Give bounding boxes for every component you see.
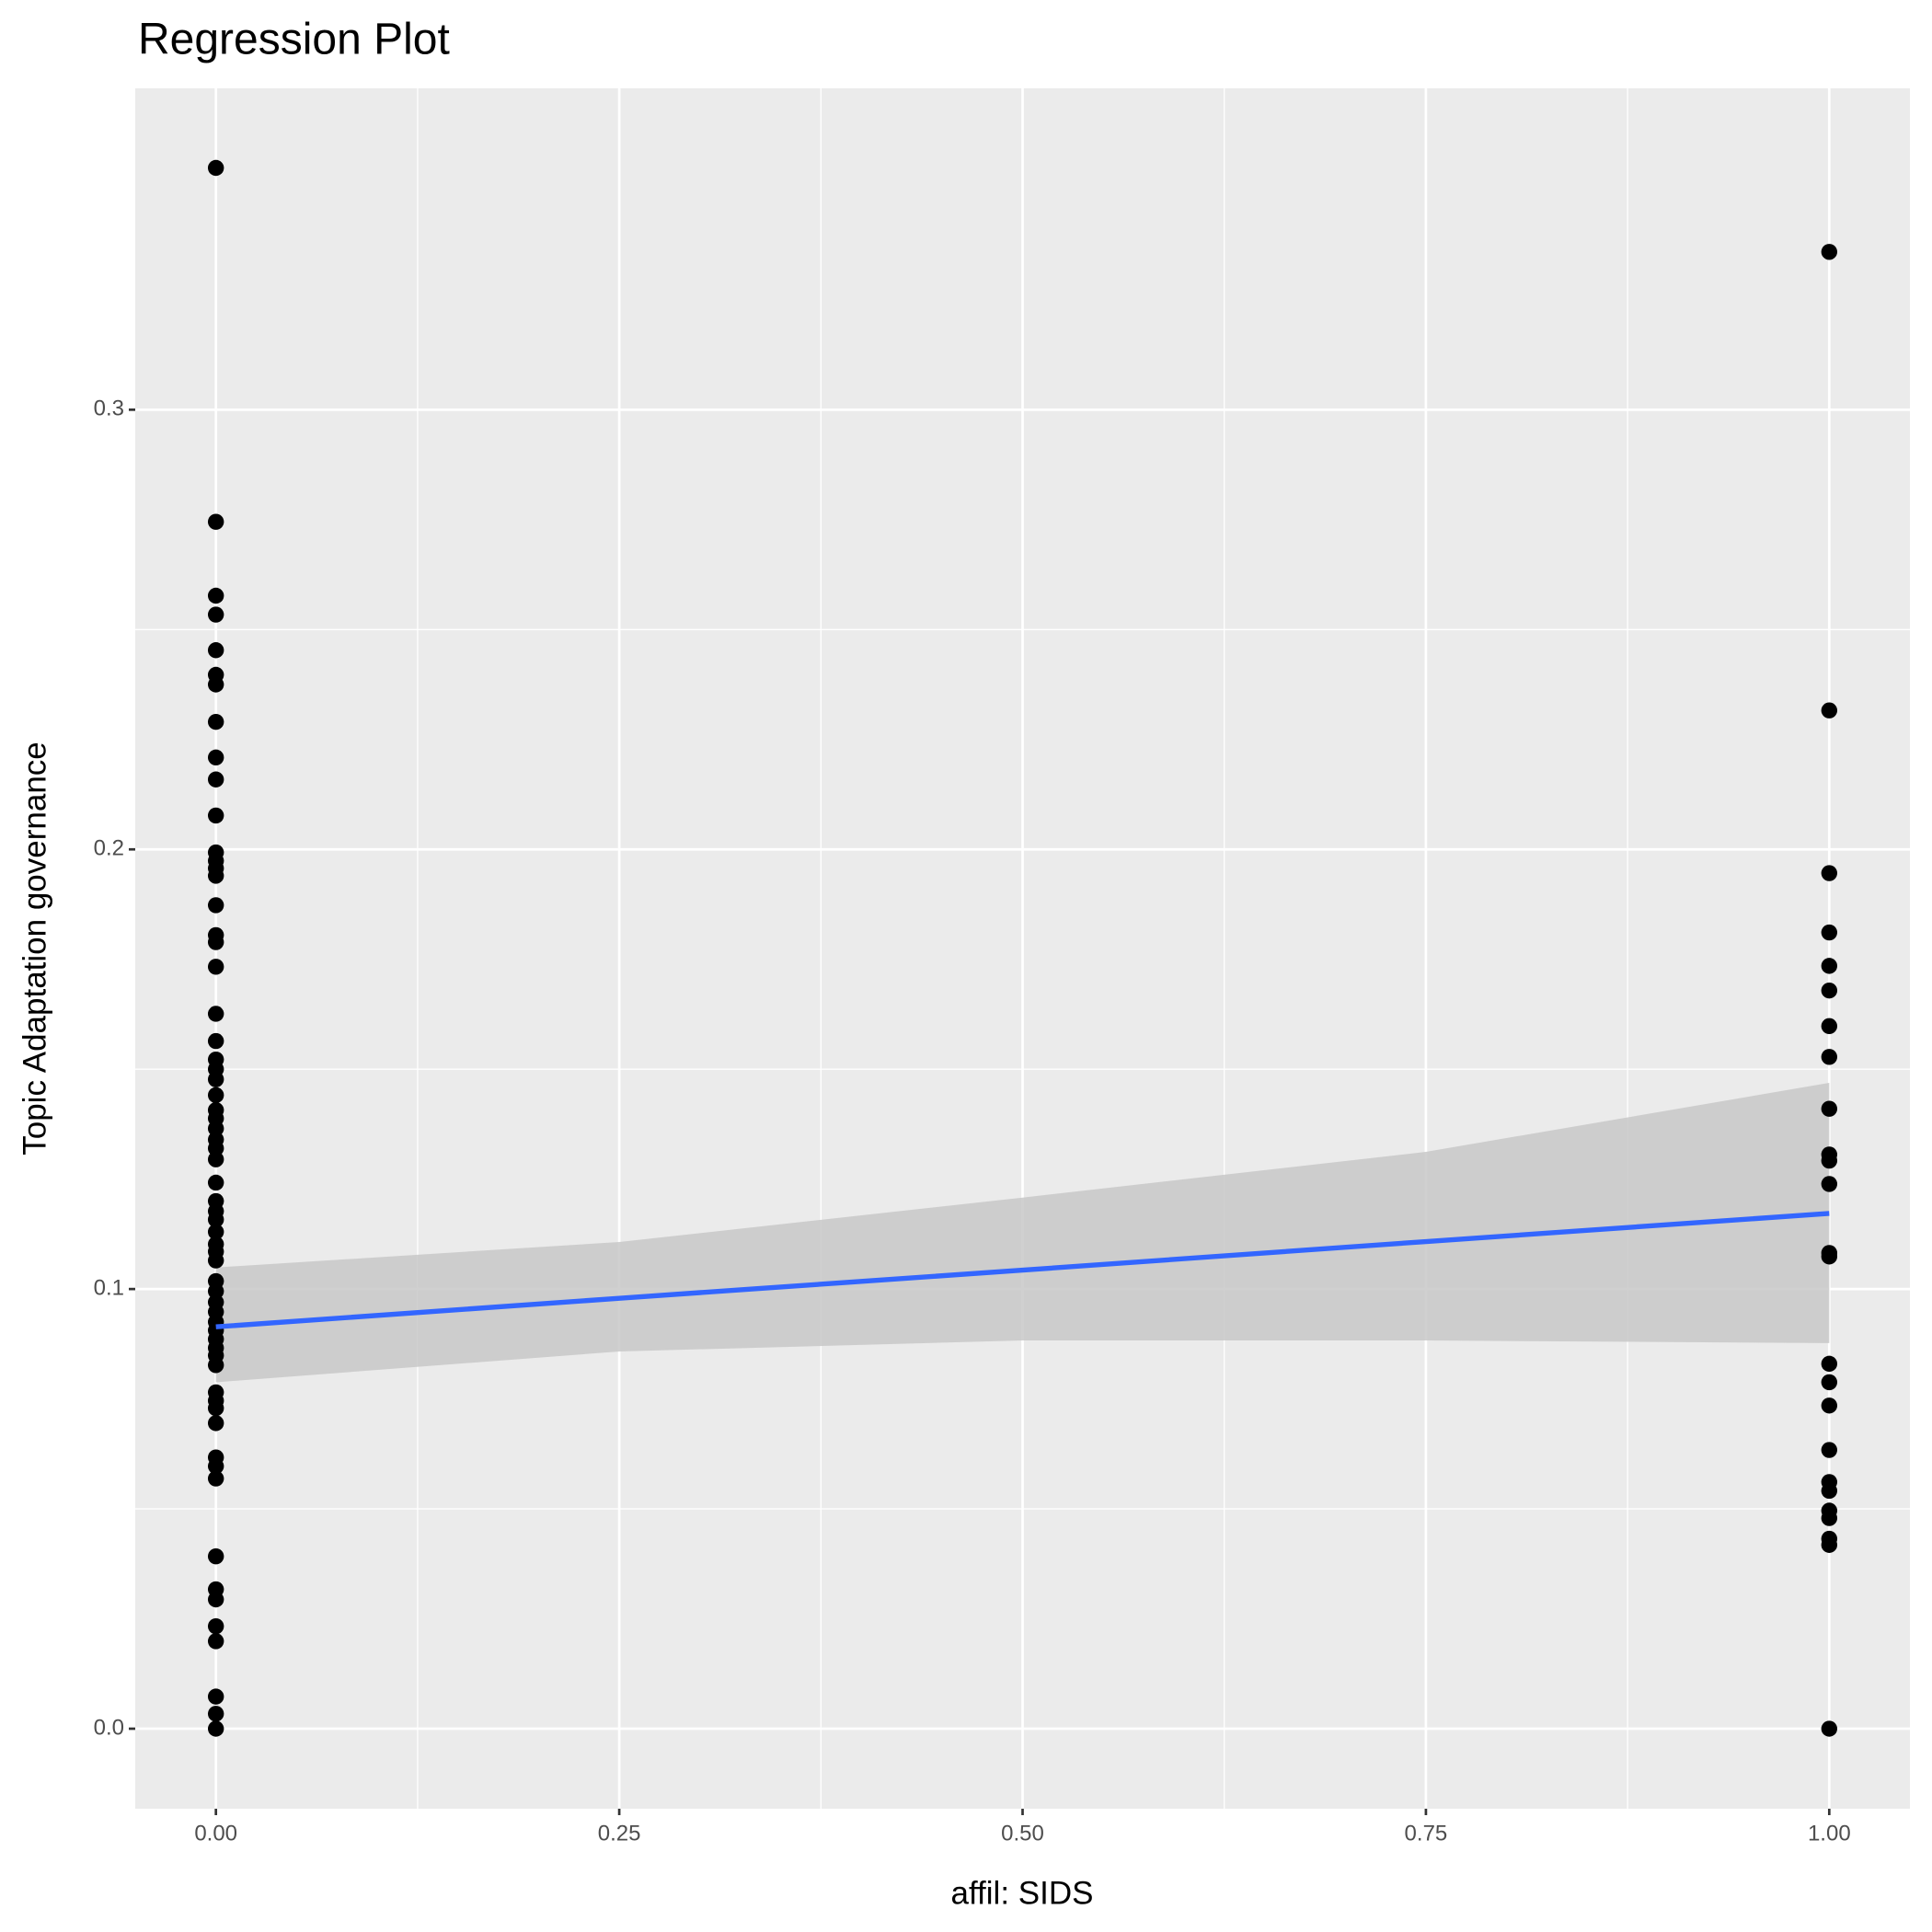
data-point [207,1706,224,1722]
data-point [207,1087,224,1104]
data-point [207,1211,224,1228]
data-point [207,1174,224,1191]
x-axis-title: affil: SIDS [951,1875,1094,1911]
data-point [207,1006,224,1022]
data-point [207,713,224,730]
data-point [207,676,224,693]
data-point [1821,1510,1838,1526]
data-point [207,749,224,766]
data-point [207,1617,224,1635]
data-point [207,771,224,788]
data-point [1821,1374,1838,1391]
x-tick-label: 0.00 [194,1821,237,1846]
data-point [207,513,224,530]
data-point [207,934,224,950]
data-point [1821,244,1838,260]
y-tick-label: 0.2 [94,836,124,861]
y-axis-title: Topic Adaptation governance [17,742,52,1156]
data-point [1821,1482,1838,1500]
data-point [1821,702,1838,719]
data-point [207,642,224,659]
data-point [1821,1397,1838,1414]
data-point [207,159,224,177]
x-tick-label: 0.50 [1001,1821,1044,1846]
data-point [207,868,224,884]
data-point [207,1032,224,1050]
data-point [1821,1176,1838,1192]
data-point [207,1399,224,1417]
data-point [207,1591,224,1608]
data-point [207,1120,224,1137]
data-point [1821,1100,1838,1117]
data-point [207,606,224,623]
data-point [207,959,224,975]
data-point [207,1458,224,1475]
data-point [1821,865,1838,881]
data-point [207,1547,224,1565]
x-tick-label: 1.00 [1808,1821,1851,1846]
data-point [1821,1018,1838,1035]
data-point [1821,1152,1838,1169]
data-point [207,1224,224,1240]
data-point [1821,1355,1838,1373]
data-point [207,1470,224,1487]
data-point [1821,1536,1838,1553]
confidence-band [215,1082,1830,1383]
y-tick-label: 0.1 [94,1275,124,1300]
data-point [207,1071,224,1087]
data-point [207,1633,224,1650]
data-point [207,587,224,604]
data-point [207,1688,224,1705]
data-point [1821,1049,1838,1065]
data-point [207,807,224,824]
y-tick-label: 0.0 [94,1715,124,1740]
data-point [1821,958,1838,974]
data-point [1821,1720,1838,1737]
chart-title: Regression Plot [138,16,450,64]
data-point [1821,1248,1838,1265]
data-point [207,1151,224,1167]
data-point [207,1357,224,1374]
x-tick-label: 0.75 [1405,1821,1448,1846]
regression-line [215,1211,1830,1329]
data-point [207,1282,224,1300]
y-tick-label: 0.3 [94,397,124,421]
data-point [1821,982,1838,999]
data-point [207,1415,224,1432]
x-tick-label: 0.25 [598,1821,641,1846]
data-point [207,1140,224,1156]
data-point [207,1252,224,1269]
data-point [207,897,224,914]
data-point [1821,1442,1838,1458]
data-point [207,1720,224,1737]
data-point [1821,924,1838,941]
